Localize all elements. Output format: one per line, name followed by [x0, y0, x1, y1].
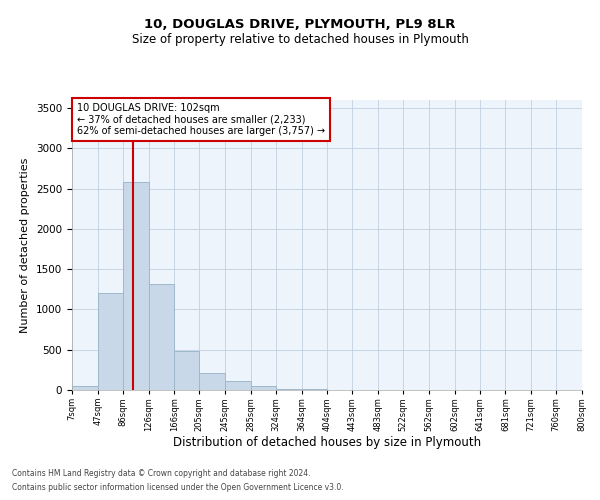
Y-axis label: Number of detached properties: Number of detached properties	[20, 158, 31, 332]
Bar	[149, 284, 174, 390]
Bar	[72, 386, 98, 390]
Bar	[251, 386, 276, 390]
Bar	[276, 389, 302, 390]
Bar	[199, 374, 225, 390]
Bar	[123, 182, 149, 390]
Bar	[174, 350, 199, 390]
Text: Size of property relative to detached houses in Plymouth: Size of property relative to detached ho…	[131, 32, 469, 46]
Text: 10 DOUGLAS DRIVE: 102sqm
← 37% of detached houses are smaller (2,233)
62% of sem: 10 DOUGLAS DRIVE: 102sqm ← 37% of detach…	[77, 103, 325, 136]
Text: 10, DOUGLAS DRIVE, PLYMOUTH, PL9 8LR: 10, DOUGLAS DRIVE, PLYMOUTH, PL9 8LR	[145, 18, 455, 30]
Text: Contains HM Land Registry data © Crown copyright and database right 2024.: Contains HM Land Registry data © Crown c…	[12, 468, 311, 477]
Text: Contains public sector information licensed under the Open Government Licence v3: Contains public sector information licen…	[12, 484, 344, 492]
Bar	[225, 381, 251, 390]
X-axis label: Distribution of detached houses by size in Plymouth: Distribution of detached houses by size …	[173, 436, 481, 450]
Bar	[98, 294, 123, 390]
